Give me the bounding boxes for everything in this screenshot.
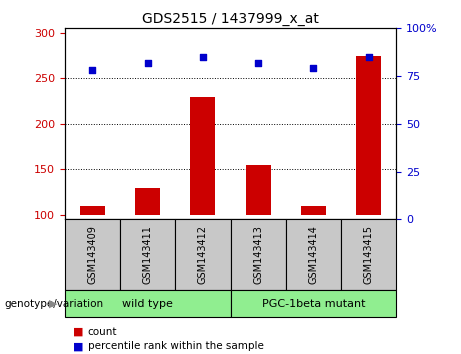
Text: ■: ■ [73,341,83,351]
Text: percentile rank within the sample: percentile rank within the sample [88,341,264,351]
Text: genotype/variation: genotype/variation [5,298,104,309]
Text: GSM143413: GSM143413 [253,225,263,284]
Point [310,65,317,71]
Point [365,54,372,60]
Point [89,68,96,73]
Text: wild type: wild type [122,298,173,309]
Bar [230,219,286,290]
Bar [65,290,230,317]
Bar [65,219,120,290]
Text: ▶: ▶ [49,298,58,309]
Bar [230,290,396,317]
Bar [80,206,105,215]
Bar [120,219,175,290]
Text: GSM143412: GSM143412 [198,225,208,284]
Text: GSM143411: GSM143411 [142,225,153,284]
Bar [301,206,326,215]
Text: GSM143415: GSM143415 [364,225,374,284]
Point [254,60,262,65]
Point [144,60,151,65]
Text: ■: ■ [73,327,83,337]
Bar [341,219,396,290]
Point [199,54,207,60]
Bar [246,165,271,215]
Bar [356,56,381,215]
Text: GSM143414: GSM143414 [308,225,319,284]
Text: count: count [88,327,117,337]
Bar [135,188,160,215]
Bar [286,219,341,290]
Text: PGC-1beta mutant: PGC-1beta mutant [262,298,365,309]
Text: GDS2515 / 1437999_x_at: GDS2515 / 1437999_x_at [142,12,319,27]
Text: GSM143409: GSM143409 [87,225,97,284]
Bar [175,219,230,290]
Bar [190,97,215,215]
